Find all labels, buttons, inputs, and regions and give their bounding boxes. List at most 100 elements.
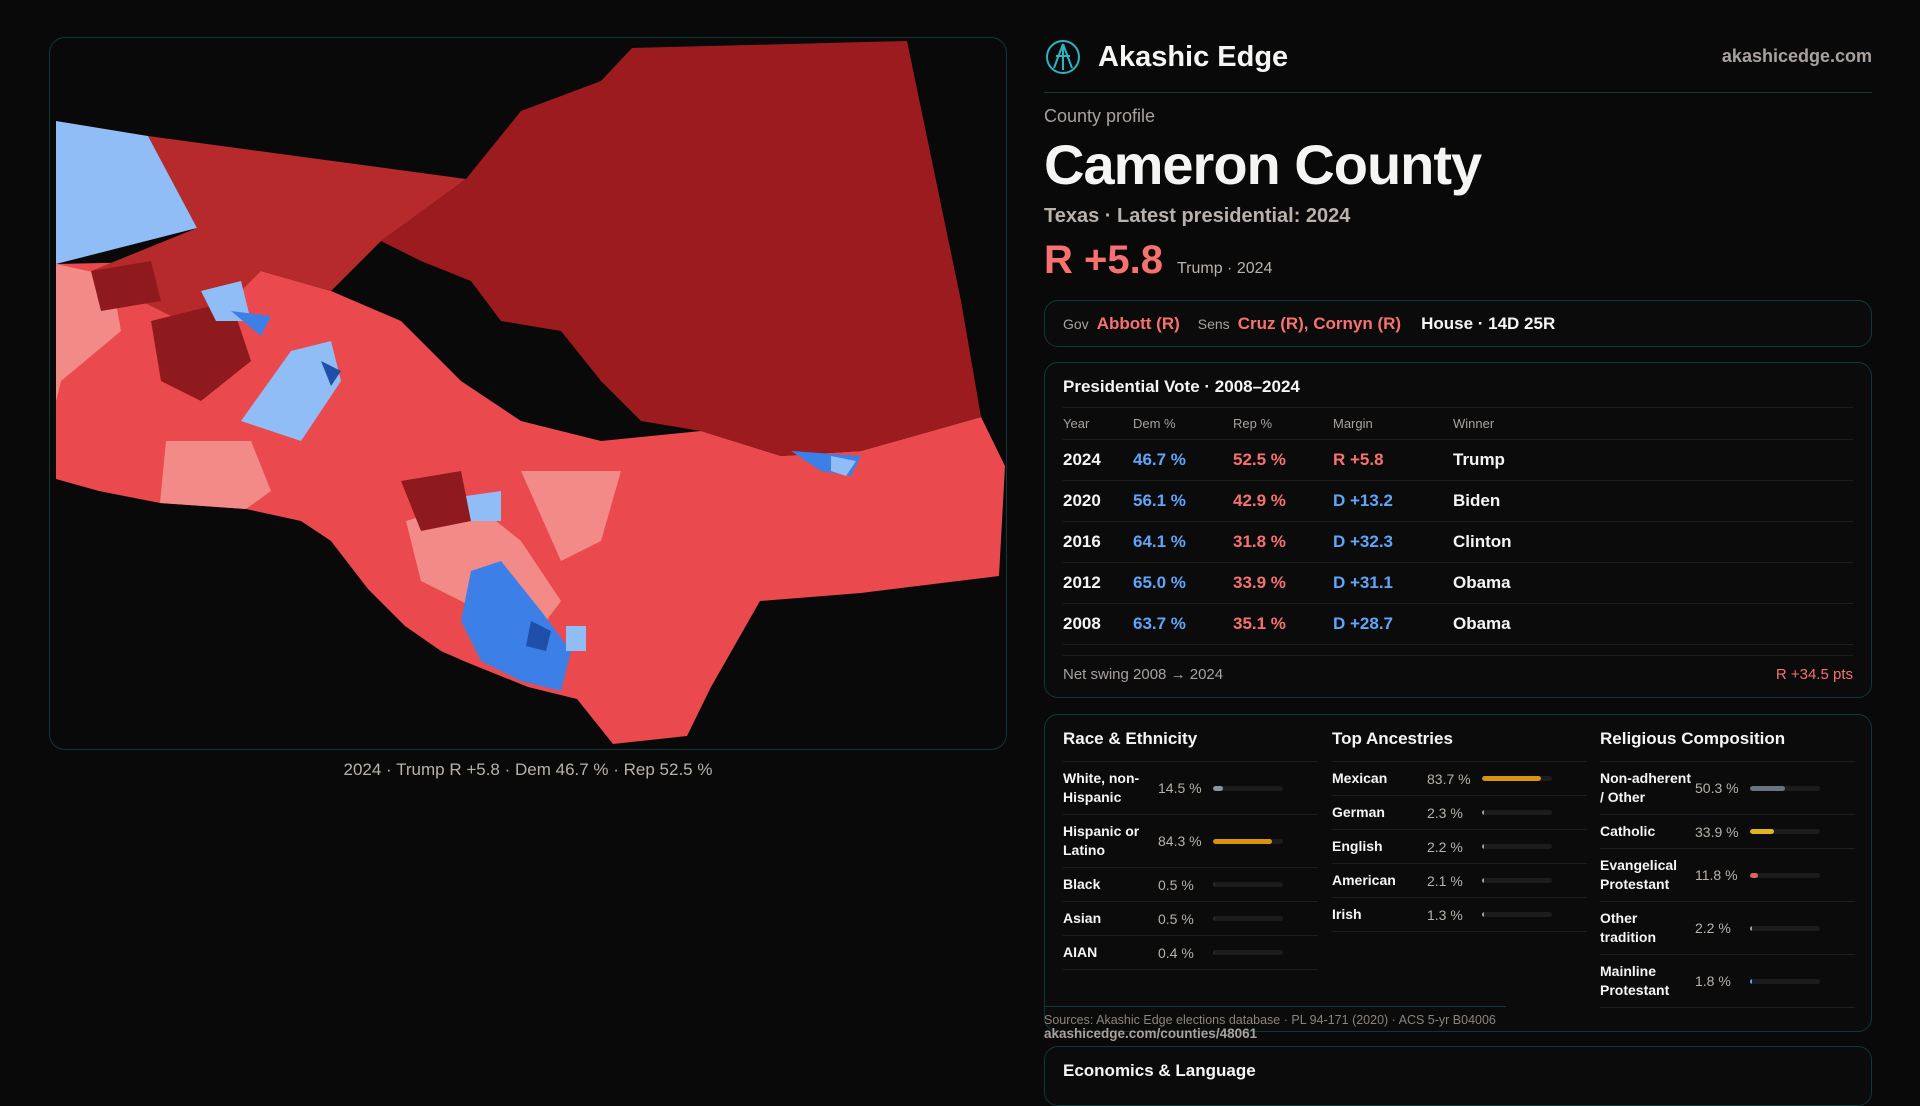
presidential-title: Presidential Vote · 2008–2024: [1063, 377, 1300, 396]
gov-label: Gov: [1063, 315, 1089, 332]
item-pct: 0.5 %: [1158, 876, 1194, 893]
item-bar: [1750, 785, 1820, 791]
presidential-table: Year Dem % Rep % Margin Winner 2024 46.7 …: [1063, 407, 1853, 645]
precinct-pink-west[interactable]: [56, 264, 621, 641]
cell-margin: D +13.2: [1333, 480, 1453, 522]
item-bar: [1213, 916, 1283, 921]
header-divider: [1044, 92, 1872, 93]
precinct-light-blue-northwest[interactable]: [56, 121, 197, 264]
cell-year: 2016: [1063, 521, 1133, 563]
col-year: Year: [1063, 407, 1133, 440]
site-link[interactable]: akashicedge.com: [1721, 46, 1872, 66]
religion-column: Religious Composition Non-adherent / Othe…: [1600, 729, 1855, 1008]
cell-dem: 56.1 %: [1133, 480, 1233, 522]
item-bar: [1213, 882, 1283, 887]
item-bar: [1750, 978, 1820, 984]
sources-note: Sources: Akashic Edge elections database…: [1044, 1006, 1506, 1027]
item-pct: 1.8 %: [1695, 973, 1731, 989]
list-item: Other tradition 2.2 %: [1600, 902, 1855, 955]
item-bar: [1213, 950, 1283, 955]
brand[interactable]: Akashic Edge: [1044, 38, 1288, 76]
cell-winner: Clinton: [1453, 521, 1853, 563]
item-name: Non-adherent / Other: [1600, 770, 1691, 805]
list-item: Hispanic or Latino 84.3 %: [1063, 815, 1318, 868]
item-name: White, non-Hispanic: [1063, 770, 1140, 805]
item-bar-fill: [1213, 950, 1215, 955]
race-title: Race & Ethnicity: [1063, 729, 1318, 762]
permalink[interactable]: akashicedge.com/counties/48061: [1044, 1026, 1258, 1041]
county-map[interactable]: [49, 37, 1007, 750]
item-name: German: [1332, 804, 1385, 820]
list-item: Mainline Protestant 1.8 %: [1600, 955, 1855, 1008]
item-bar-fill: [1482, 776, 1541, 781]
table-row: 2016 64.1 % 31.8 % D +32.3 Clinton: [1063, 521, 1853, 563]
cell-dem: 65.0 %: [1133, 562, 1233, 604]
page-kicker: County profile: [1044, 106, 1156, 126]
item-bar-fill: [1213, 838, 1272, 844]
list-item: Irish 1.3 %: [1332, 898, 1587, 932]
demographics-card: Race & Ethnicity White, non-Hispanic 14.5 …: [1044, 714, 1872, 1032]
compass-logo-icon: [1046, 40, 1080, 74]
item-name: Other tradition: [1600, 910, 1656, 945]
cell-margin: R +5.8: [1333, 439, 1453, 481]
precinct-dark-red-west[interactable]: [91, 261, 471, 531]
race-column: Race & Ethnicity White, non-Hispanic 14.5 …: [1063, 729, 1318, 970]
cell-winner: Obama: [1453, 562, 1853, 604]
item-bar-fill: [1750, 925, 1752, 931]
item-bar: [1482, 912, 1552, 917]
cell-rep: 42.9 %: [1233, 480, 1333, 522]
item-bar-fill: [1482, 810, 1484, 815]
item-bar-fill: [1482, 844, 1484, 849]
cell-dem: 64.1 %: [1133, 521, 1233, 563]
house-delegation: House · 14D 25R: [1421, 313, 1556, 333]
precinct-red-north[interactable]: [91, 136, 466, 321]
precinct-blue-harlingen[interactable]: [201, 281, 501, 521]
item-bar-fill: [1750, 829, 1774, 834]
item-bar-fill: [1482, 878, 1484, 883]
item-pct: 2.1 %: [1427, 872, 1463, 889]
list-item: Asian 0.5 %: [1063, 902, 1318, 936]
item-bar: [1750, 872, 1820, 878]
ancestry-column: Top Ancestries Mexican 83.7 % German 2.3 % En…: [1332, 729, 1587, 932]
item-pct: 0.5 %: [1158, 910, 1194, 927]
item-bar-fill: [1213, 882, 1215, 887]
table-row: 2024 46.7 % 52.5 % R +5.8 Trump: [1063, 439, 1853, 481]
cell-rep: 31.8 %: [1233, 521, 1333, 563]
net-swing: Net swing 2008 → 2024 R +34.5 pts: [1063, 655, 1853, 683]
list-item: Catholic 33.9 %: [1600, 815, 1855, 849]
cell-margin: D +31.1: [1333, 562, 1453, 604]
officials-bar: Gov Abbott (R) Sens Cruz (R), Cornyn (R)…: [1044, 300, 1872, 347]
item-bar-fill: [1750, 978, 1752, 984]
cell-margin: D +32.3: [1333, 521, 1453, 563]
margin-note: Trump · 2024: [1176, 260, 1273, 277]
item-name: Asian: [1063, 910, 1102, 926]
cell-winner: Trump: [1453, 439, 1853, 481]
cell-year: 2020: [1063, 480, 1133, 522]
item-bar: [1482, 776, 1552, 781]
item-name: Mainline Protestant: [1600, 963, 1670, 998]
list-item: White, non-Hispanic 14.5 %: [1063, 762, 1318, 815]
precinct-map[interactable]: [49, 37, 1007, 750]
item-name: Black: [1063, 876, 1101, 892]
item-bar: [1213, 785, 1283, 791]
precinct-dark-red-northeast[interactable]: [381, 41, 981, 456]
swing-label: Net swing 2008 → 2024: [1063, 666, 1224, 683]
cell-year: 2008: [1063, 603, 1133, 645]
list-item: American 2.1 %: [1332, 864, 1587, 898]
sens-label: Sens: [1197, 315, 1230, 332]
list-item: English 2.2 %: [1332, 830, 1587, 864]
item-bar: [1750, 925, 1820, 931]
map-caption: 2024 · Trump R +5.8 · Dem 46.7 % · Rep 5…: [343, 760, 713, 779]
page-subtitle: Texas · Latest presidential: 2024: [1044, 205, 1351, 227]
item-bar-fill: [1750, 872, 1759, 878]
cell-year: 2024: [1063, 439, 1133, 481]
swing-value: R +34.5 pts: [1775, 666, 1853, 683]
item-name: Hispanic or Latino: [1063, 823, 1140, 858]
item-bar: [1482, 810, 1552, 815]
item-bar: [1482, 878, 1552, 883]
cell-dem: 63.7 %: [1133, 603, 1233, 645]
cell-year: 2012: [1063, 562, 1133, 604]
headline-margin: R +5.8 Trump · 2024: [1044, 238, 1272, 283]
list-item: German 2.3 %: [1332, 796, 1587, 830]
item-pct: 14.5 %: [1158, 780, 1202, 796]
